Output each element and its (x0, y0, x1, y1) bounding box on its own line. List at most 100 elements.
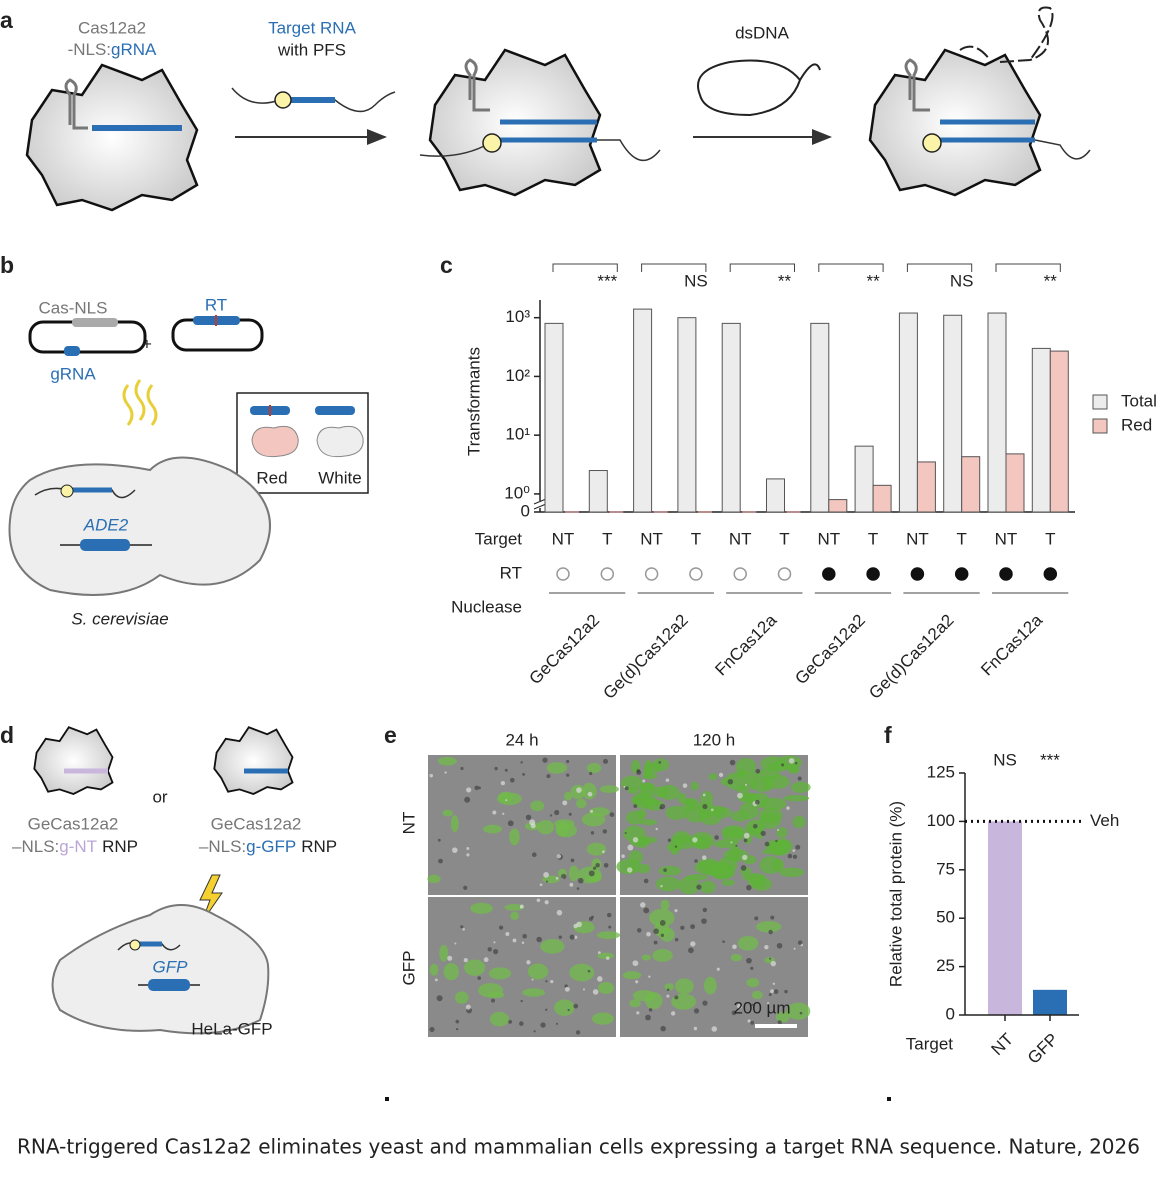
cell (443, 963, 459, 981)
debris (505, 799, 508, 802)
debris (545, 980, 548, 983)
debris (522, 933, 527, 939)
debris (688, 947, 694, 954)
group-label: Ge(d)Cas12a2 (599, 611, 691, 703)
debris (746, 957, 752, 964)
bar (854, 445, 874, 513)
cell (746, 978, 760, 988)
reference-label: Veh (1090, 811, 1119, 830)
debris (667, 838, 672, 842)
debris (577, 877, 584, 884)
debris (653, 940, 658, 945)
debris (438, 858, 443, 864)
debris (494, 766, 498, 771)
debris (666, 994, 670, 998)
row-label: RT (500, 563, 522, 582)
debris (682, 783, 688, 788)
debris (797, 940, 803, 945)
debris (550, 980, 554, 984)
debris (624, 786, 629, 791)
debris (504, 768, 508, 772)
bar (898, 312, 918, 513)
dot (887, 1097, 891, 1101)
cell (730, 810, 749, 822)
debris (711, 1026, 718, 1032)
debris (702, 907, 708, 913)
debris (690, 924, 696, 930)
debris (533, 1030, 536, 1033)
debris (466, 787, 472, 793)
cell (655, 876, 681, 892)
bar (633, 308, 653, 513)
cell (586, 842, 607, 856)
debris (769, 957, 772, 960)
debris (512, 938, 517, 943)
cell (563, 791, 573, 801)
x-tick-label: T (868, 529, 878, 548)
debris (508, 1019, 513, 1024)
debris (632, 837, 639, 843)
cell (437, 756, 457, 766)
debris (636, 769, 641, 773)
label: –NLS:g-NT RNP (12, 837, 138, 856)
debris (545, 880, 548, 883)
debris (735, 844, 738, 847)
debris (558, 935, 562, 939)
cell (488, 967, 512, 980)
debris (640, 902, 646, 908)
debris (752, 823, 758, 829)
debris (539, 883, 543, 887)
debris (781, 763, 785, 767)
axis-break (533, 498, 547, 510)
row-label: NT (399, 812, 418, 835)
y-tick-label: 0 (946, 1004, 955, 1023)
group-label: FnCas12a (711, 610, 780, 679)
bar (988, 821, 1022, 1015)
cell (470, 902, 493, 914)
debris (722, 940, 725, 944)
debris (587, 969, 591, 973)
label: Cas-NLS (39, 298, 108, 317)
debris (784, 989, 788, 994)
debris (702, 793, 706, 797)
debris (716, 967, 720, 971)
debris (555, 1022, 559, 1025)
rt-marker (733, 567, 747, 581)
debris (460, 766, 464, 771)
cell (703, 976, 717, 995)
debris (568, 812, 572, 816)
debris (786, 806, 790, 810)
debris (751, 1003, 754, 1006)
debris (590, 809, 594, 813)
bracket (729, 263, 795, 272)
rt-marker (910, 567, 925, 581)
debris (505, 931, 510, 936)
label: GeCas12a2 (211, 814, 302, 833)
debris (701, 918, 707, 924)
cell (776, 755, 802, 770)
debris (624, 832, 627, 835)
cell (596, 931, 621, 940)
debris (693, 1026, 698, 1031)
bar (1005, 453, 1025, 513)
cell (483, 824, 503, 834)
debris (525, 814, 532, 821)
debris (795, 844, 801, 850)
debris (696, 884, 702, 890)
debris (663, 868, 667, 872)
debris (543, 872, 549, 878)
debris (429, 773, 434, 778)
debris (635, 980, 639, 984)
debris (680, 925, 685, 930)
debris (602, 850, 605, 854)
debris (702, 804, 708, 810)
debris (531, 852, 537, 858)
cell (699, 880, 716, 894)
cell (554, 999, 575, 1016)
bar (544, 322, 564, 513)
cell (684, 806, 708, 823)
debris (745, 783, 748, 786)
debris (519, 1021, 524, 1026)
debris (747, 1019, 751, 1023)
cell (504, 904, 525, 911)
